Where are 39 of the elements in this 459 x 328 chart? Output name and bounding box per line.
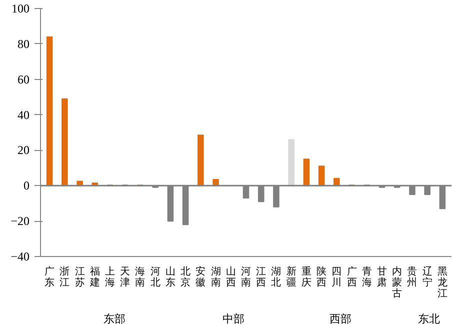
x-tick-label: 天津: [120, 266, 130, 288]
x-tick-label: 广东: [44, 266, 55, 288]
x-tick-label: 贵州: [407, 266, 418, 288]
x-tick-label: 湖北: [271, 266, 282, 288]
y-tick-label: 20: [18, 143, 30, 158]
x-tick-label: 福建: [88, 266, 100, 288]
x-tick-label: 河南: [241, 266, 251, 288]
x-tick-label: 江西: [256, 266, 266, 288]
y-tick-label: −20: [10, 214, 30, 228]
x-tick-label: 内蒙古: [392, 266, 402, 300]
y-tick-label: 80: [18, 36, 30, 51]
x-tick-label: 浙江: [60, 266, 70, 288]
x-tick-label: 山西: [226, 266, 236, 288]
text: 东部: [103, 312, 126, 326]
x-tick-label: 四川: [332, 266, 342, 288]
x-tick-label: 江苏: [74, 266, 85, 288]
y-tick-label: 0: [24, 178, 30, 193]
x-tick-label: 甘肃: [376, 266, 387, 288]
text: 西部: [330, 312, 352, 326]
x-tick-label: 青海: [362, 266, 372, 288]
text: 中部: [222, 312, 245, 326]
x-tick-label: 海南: [135, 266, 146, 288]
x-tick-label: 山东: [165, 266, 176, 288]
x-tick-label: 河北: [150, 266, 160, 288]
text: 东北: [418, 312, 440, 326]
y-tick-label: 100: [12, 2, 30, 16]
x-tick-label: 重庆: [301, 266, 312, 288]
x-tick-label: 湖南: [210, 266, 221, 288]
x-tick-label: 陕西: [316, 266, 327, 288]
x-tick-label: 黑龙江: [437, 266, 448, 300]
x-tick-label: 广西: [346, 266, 357, 288]
x-tick-label: 新疆: [286, 266, 296, 288]
x-tick-label: 上海: [105, 266, 116, 288]
x-tick-label: 安徽: [196, 266, 206, 288]
y-tick-label: −40: [10, 250, 30, 264]
y-tick-label: 40: [18, 108, 30, 122]
y-tick-label: 60: [18, 72, 30, 86]
x-tick-label: 北京: [180, 266, 191, 288]
x-tick-label: 辽宁: [422, 266, 432, 288]
